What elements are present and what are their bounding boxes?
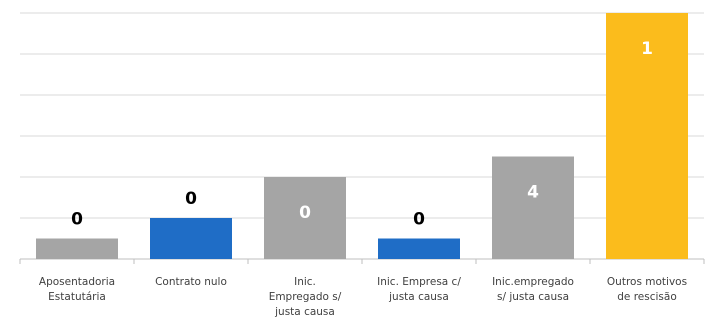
bar-label: 0 [299,203,311,223]
x-tick-label-line: Estatutária [48,291,106,303]
bar [378,238,460,259]
x-tick-label-line: Inic.empregado [492,276,574,288]
x-tick-label-line: justa causa [388,291,449,303]
x-tick-label: Inic. Empresa c/justa causa [377,276,461,303]
bar-label: 0 [185,189,197,209]
bar [264,177,346,259]
x-tick-label-line: Empregado s/ [269,291,342,303]
x-tick-label-line: Outros motivos [607,276,687,288]
x-tick-label: Contrato nulo [155,276,227,288]
x-tick-label: Inic. Empregado s/justa causa [269,276,342,318]
bar-label: 0 [71,210,83,230]
x-tick-label-line: justa causa [274,306,335,318]
x-tick-label-line: Inic. Empresa c/ [377,276,461,288]
bar [492,156,574,259]
bar-label: 0 [413,210,425,230]
bar [36,238,118,259]
bar-label: 1 [641,39,653,59]
bar [150,218,232,259]
x-tick-label-line: s/ justa causa [497,291,569,303]
x-tick-label-line: Inic. [294,276,316,288]
x-tick-label: Aposentadoria Estatutária [39,276,115,303]
bar [606,13,688,259]
x-tick-label-line: Contrato nulo [155,276,227,288]
x-tick-label: Outros motivos de rescisão [607,276,687,303]
x-tick-label-line: Aposentadoria [39,276,115,288]
x-tick-label-line: de rescisão [617,291,677,303]
x-tick-label: Inic.empregado s/ justa causa [492,276,574,303]
bar-label: 4 [527,183,539,203]
